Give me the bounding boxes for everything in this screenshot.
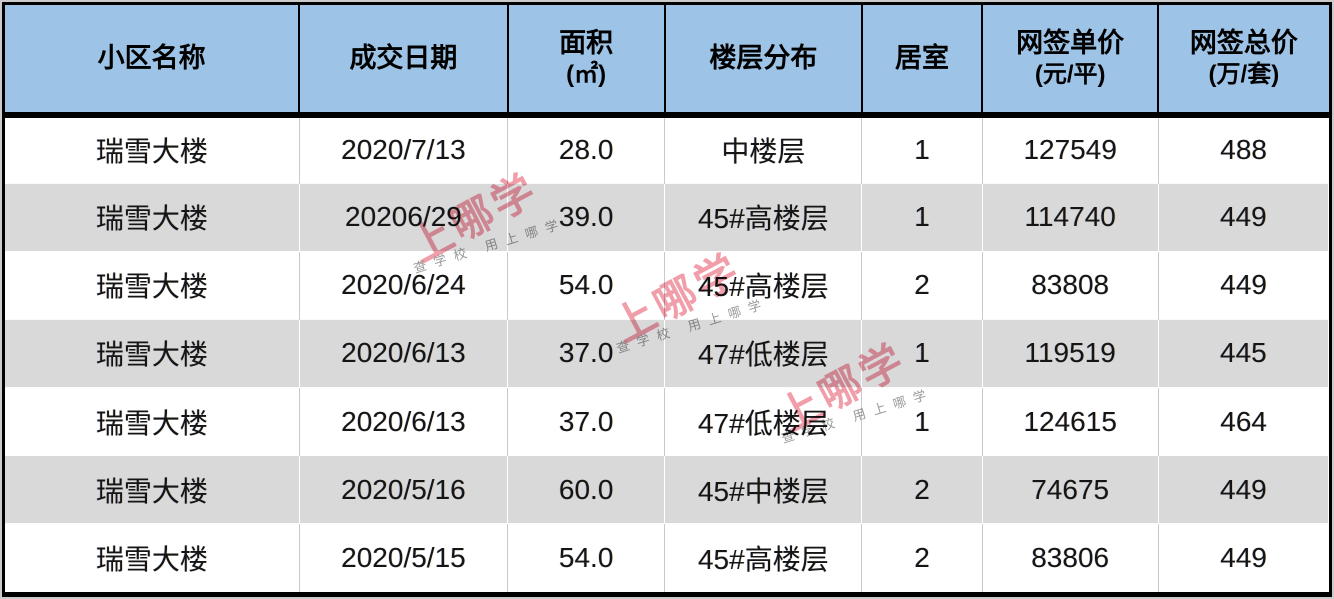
cell-floor: 中楼层 [664,115,863,184]
table-row: 瑞雪大楼 2020/5/15 54.0 45#高楼层 2 83806 449 [5,523,1329,592]
cell-date: 2020/5/15 [299,523,509,592]
column-header-rooms: 居室 [861,5,984,118]
transactions-table: 小区名称 成交日期 面积 (㎡) 楼层分布 [5,5,1330,592]
cell-name: 瑞雪大楼 [5,115,300,184]
cell-area: 54.0 [507,250,666,320]
cell-unit-price: 124615 [982,387,1159,456]
cell-unit-price: 119519 [982,318,1159,388]
cell-unit-price: 83808 [982,250,1159,320]
cell-unit-price: 83806 [982,523,1159,592]
cell-floor: 45#高楼层 [664,250,863,320]
cell-total-price: 445 [1158,318,1330,388]
cell-rooms: 2 [861,250,983,320]
cell-floor: 47#低楼层 [664,387,863,456]
cell-total-price: 449 [1158,182,1330,252]
cell-rooms: 2 [861,523,983,592]
cell-floor: 45#高楼层 [664,182,863,252]
column-header-label: 网签总价 [1189,27,1298,58]
column-header-date: 成交日期 [299,5,509,118]
cell-rooms: 1 [861,387,983,456]
cell-total-price: 449 [1158,250,1329,320]
column-header-community: 小区名称 [5,5,301,118]
cell-area: 60.0 [507,455,666,524]
cell-area: 37.0 [507,387,666,456]
cell-date: 2020/6/13 [299,318,509,388]
cell-floor: 45#中楼层 [664,455,863,524]
cell-name: 瑞雪大楼 [5,387,300,456]
cell-total-price: 449 [1158,523,1329,592]
table-row: 瑞雪大楼 2020/6/13 37.0 47#低楼层 1 124615 464 [5,387,1329,456]
cell-floor: 45#高楼层 [664,523,863,592]
cell-total-price: 464 [1158,387,1329,456]
cell-area: 54.0 [507,523,666,592]
table-row: 瑞雪大楼 2020/6/24 54.0 45#高楼层 2 83808 449 [5,250,1329,320]
cell-floor: 47#低楼层 [664,318,863,388]
column-header-unit-price: 网签单价 (元/平) [982,5,1160,118]
cell-name: 瑞雪大楼 [5,318,300,388]
header-row: 小区名称 成交日期 面积 (㎡) 楼层分布 [5,5,1329,118]
cell-total-price: 449 [1158,455,1330,524]
cell-rooms: 2 [861,455,983,524]
cell-rooms: 1 [861,318,983,388]
table-row: 瑞雪大楼 2020/7/13 28.0 中楼层 1 127549 488 [5,115,1329,184]
cell-area: 39.0 [507,182,666,252]
table-row: 瑞雪大楼 2020/5/16 60.0 45#中楼层 2 74675 449 [5,455,1330,524]
cell-unit-price: 127549 [982,115,1159,184]
cell-date: 2020/6/13 [299,387,509,456]
cell-date: 2020/6/24 [299,250,509,320]
column-header-sublabel: (㎡) [566,61,607,89]
table-row: 瑞雪大楼 20206/29 39.0 45#高楼层 1 114740 449 [5,182,1330,252]
column-header-label: 居室 [895,42,950,73]
cell-rooms: 1 [861,182,983,252]
column-header-sublabel: (元/平) [1034,61,1106,89]
cell-rooms: 1 [861,115,983,184]
cell-name: 瑞雪大楼 [5,455,300,524]
column-header-area: 面积 (㎡) [507,5,666,118]
cell-total-price: 488 [1158,115,1329,184]
column-header-label: 成交日期 [349,42,458,73]
cell-name: 瑞雪大楼 [5,182,300,252]
column-header-label: 面积 [559,27,614,58]
cell-name: 瑞雪大楼 [5,250,300,320]
cell-unit-price: 74675 [982,455,1159,524]
table-row: 瑞雪大楼 2020/6/13 37.0 47#低楼层 1 119519 445 [5,318,1330,388]
table-body: 瑞雪大楼 2020/7/13 28.0 中楼层 1 127549 488 瑞雪大楼 20206/… [5,115,1330,592]
column-header-sublabel: (万/套) [1208,61,1280,89]
cell-date: 20206/29 [299,182,509,252]
cell-date: 2020/7/13 [299,115,509,184]
cell-date: 2020/5/16 [299,455,509,524]
column-header-label: 楼层分布 [709,42,818,73]
table-header: 小区名称 成交日期 面积 (㎡) 楼层分布 [5,5,1329,118]
column-header-label: 小区名称 [97,42,206,73]
cell-area: 28.0 [507,115,666,184]
cell-area: 37.0 [507,318,666,388]
cell-name: 瑞雪大楼 [5,523,300,592]
column-header-label: 网签单价 [1016,27,1125,58]
column-header-floor: 楼层分布 [664,5,863,118]
column-header-total-price: 网签总价 (万/套) [1158,5,1329,118]
cell-unit-price: 114740 [982,182,1159,252]
